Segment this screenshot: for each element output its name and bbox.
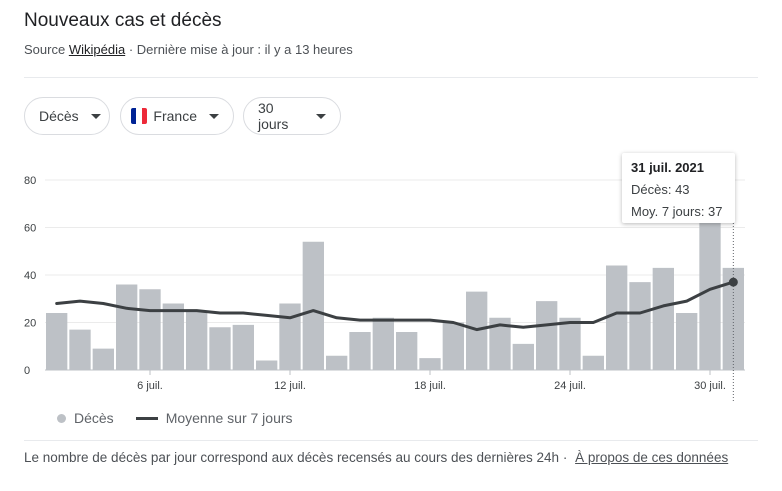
header-divider (24, 77, 758, 78)
bar (606, 265, 628, 370)
bar (372, 317, 394, 370)
y-tick-label: 20 (24, 318, 36, 330)
country-dropdown[interactable]: France (120, 97, 234, 135)
source-prefix: Source (24, 42, 66, 57)
bar (442, 322, 464, 370)
x-tick-label: 24 juil. (554, 380, 586, 392)
metric-dropdown[interactable]: Décès (24, 97, 110, 135)
bar (699, 220, 721, 370)
y-tick-label: 80 (24, 175, 36, 187)
period-dropdown-label: 30 jours (258, 100, 289, 132)
x-tick-label: 6 juil. (137, 380, 163, 392)
average-line (55, 280, 735, 332)
chevron-down-icon (316, 113, 326, 119)
chevron-down-icon (90, 113, 101, 119)
legend-line-swatch (135, 416, 158, 420)
bar (279, 303, 301, 370)
x-tick-label: 12 juil. (274, 380, 306, 392)
bar (349, 332, 371, 370)
legend-bars-label: Décès (74, 410, 114, 426)
bar (92, 348, 114, 370)
bar (396, 332, 418, 370)
tooltip-deaths: Décès: 43 (631, 182, 690, 197)
bar (69, 329, 91, 370)
metric-dropdown-label: Décès (39, 108, 79, 124)
chevron-down-icon (209, 113, 219, 119)
bar (536, 301, 558, 370)
tooltip-date: 31 juil. 2021 (631, 160, 704, 175)
y-tick-label: 0 (24, 365, 30, 377)
bar (302, 241, 324, 370)
bar (209, 327, 231, 370)
source-link[interactable]: Wikipédia (68, 42, 126, 57)
bar (186, 310, 208, 370)
bar (582, 355, 604, 370)
footer: Le nombre de décès par jour correspond a… (24, 450, 728, 465)
footer-text: Le nombre de décès par jour correspond a… (24, 450, 568, 465)
country-dropdown-label: France (153, 108, 197, 124)
highlighted-point (728, 277, 738, 287)
bar (162, 303, 184, 370)
y-tick-label: 40 (24, 270, 36, 282)
bar (419, 358, 441, 370)
tooltip-average: Moy. 7 jours: 37 (631, 204, 723, 219)
source-line: Source Wikipédia · Dernière mise à jour … (24, 42, 353, 57)
bar (652, 267, 674, 370)
update-text: · Dernière mise à jour : il y a 13 heure… (128, 42, 353, 57)
legend-bar-swatch (57, 413, 66, 423)
bar (676, 313, 698, 370)
bar (326, 355, 348, 370)
bar (256, 360, 278, 370)
footer-divider (24, 440, 758, 441)
x-tick-label: 18 juil. (414, 380, 446, 392)
bar (629, 282, 651, 370)
bar (489, 317, 511, 370)
bar (512, 343, 534, 370)
y-tick-label: 60 (24, 223, 36, 235)
france-flag-icon (131, 108, 148, 124)
bar (46, 313, 68, 370)
bar (559, 317, 581, 370)
legend-line-label: Moyenne sur 7 jours (165, 410, 293, 426)
chart-legend: Décès Moyenne sur 7 jours (57, 410, 293, 426)
bar (232, 324, 254, 370)
page-title: Nouveaux cas et décès (24, 10, 222, 31)
x-tick-label: 30 juil. (694, 380, 726, 392)
bar (139, 289, 161, 370)
bar (722, 267, 744, 370)
period-dropdown[interactable]: 30 jours (243, 97, 341, 135)
about-data-link[interactable]: À propos de ces données (575, 450, 729, 465)
chart-tooltip: 31 juil. 2021 Décès: 43 Moy. 7 jours: 37 (622, 153, 735, 223)
bar (116, 284, 138, 370)
